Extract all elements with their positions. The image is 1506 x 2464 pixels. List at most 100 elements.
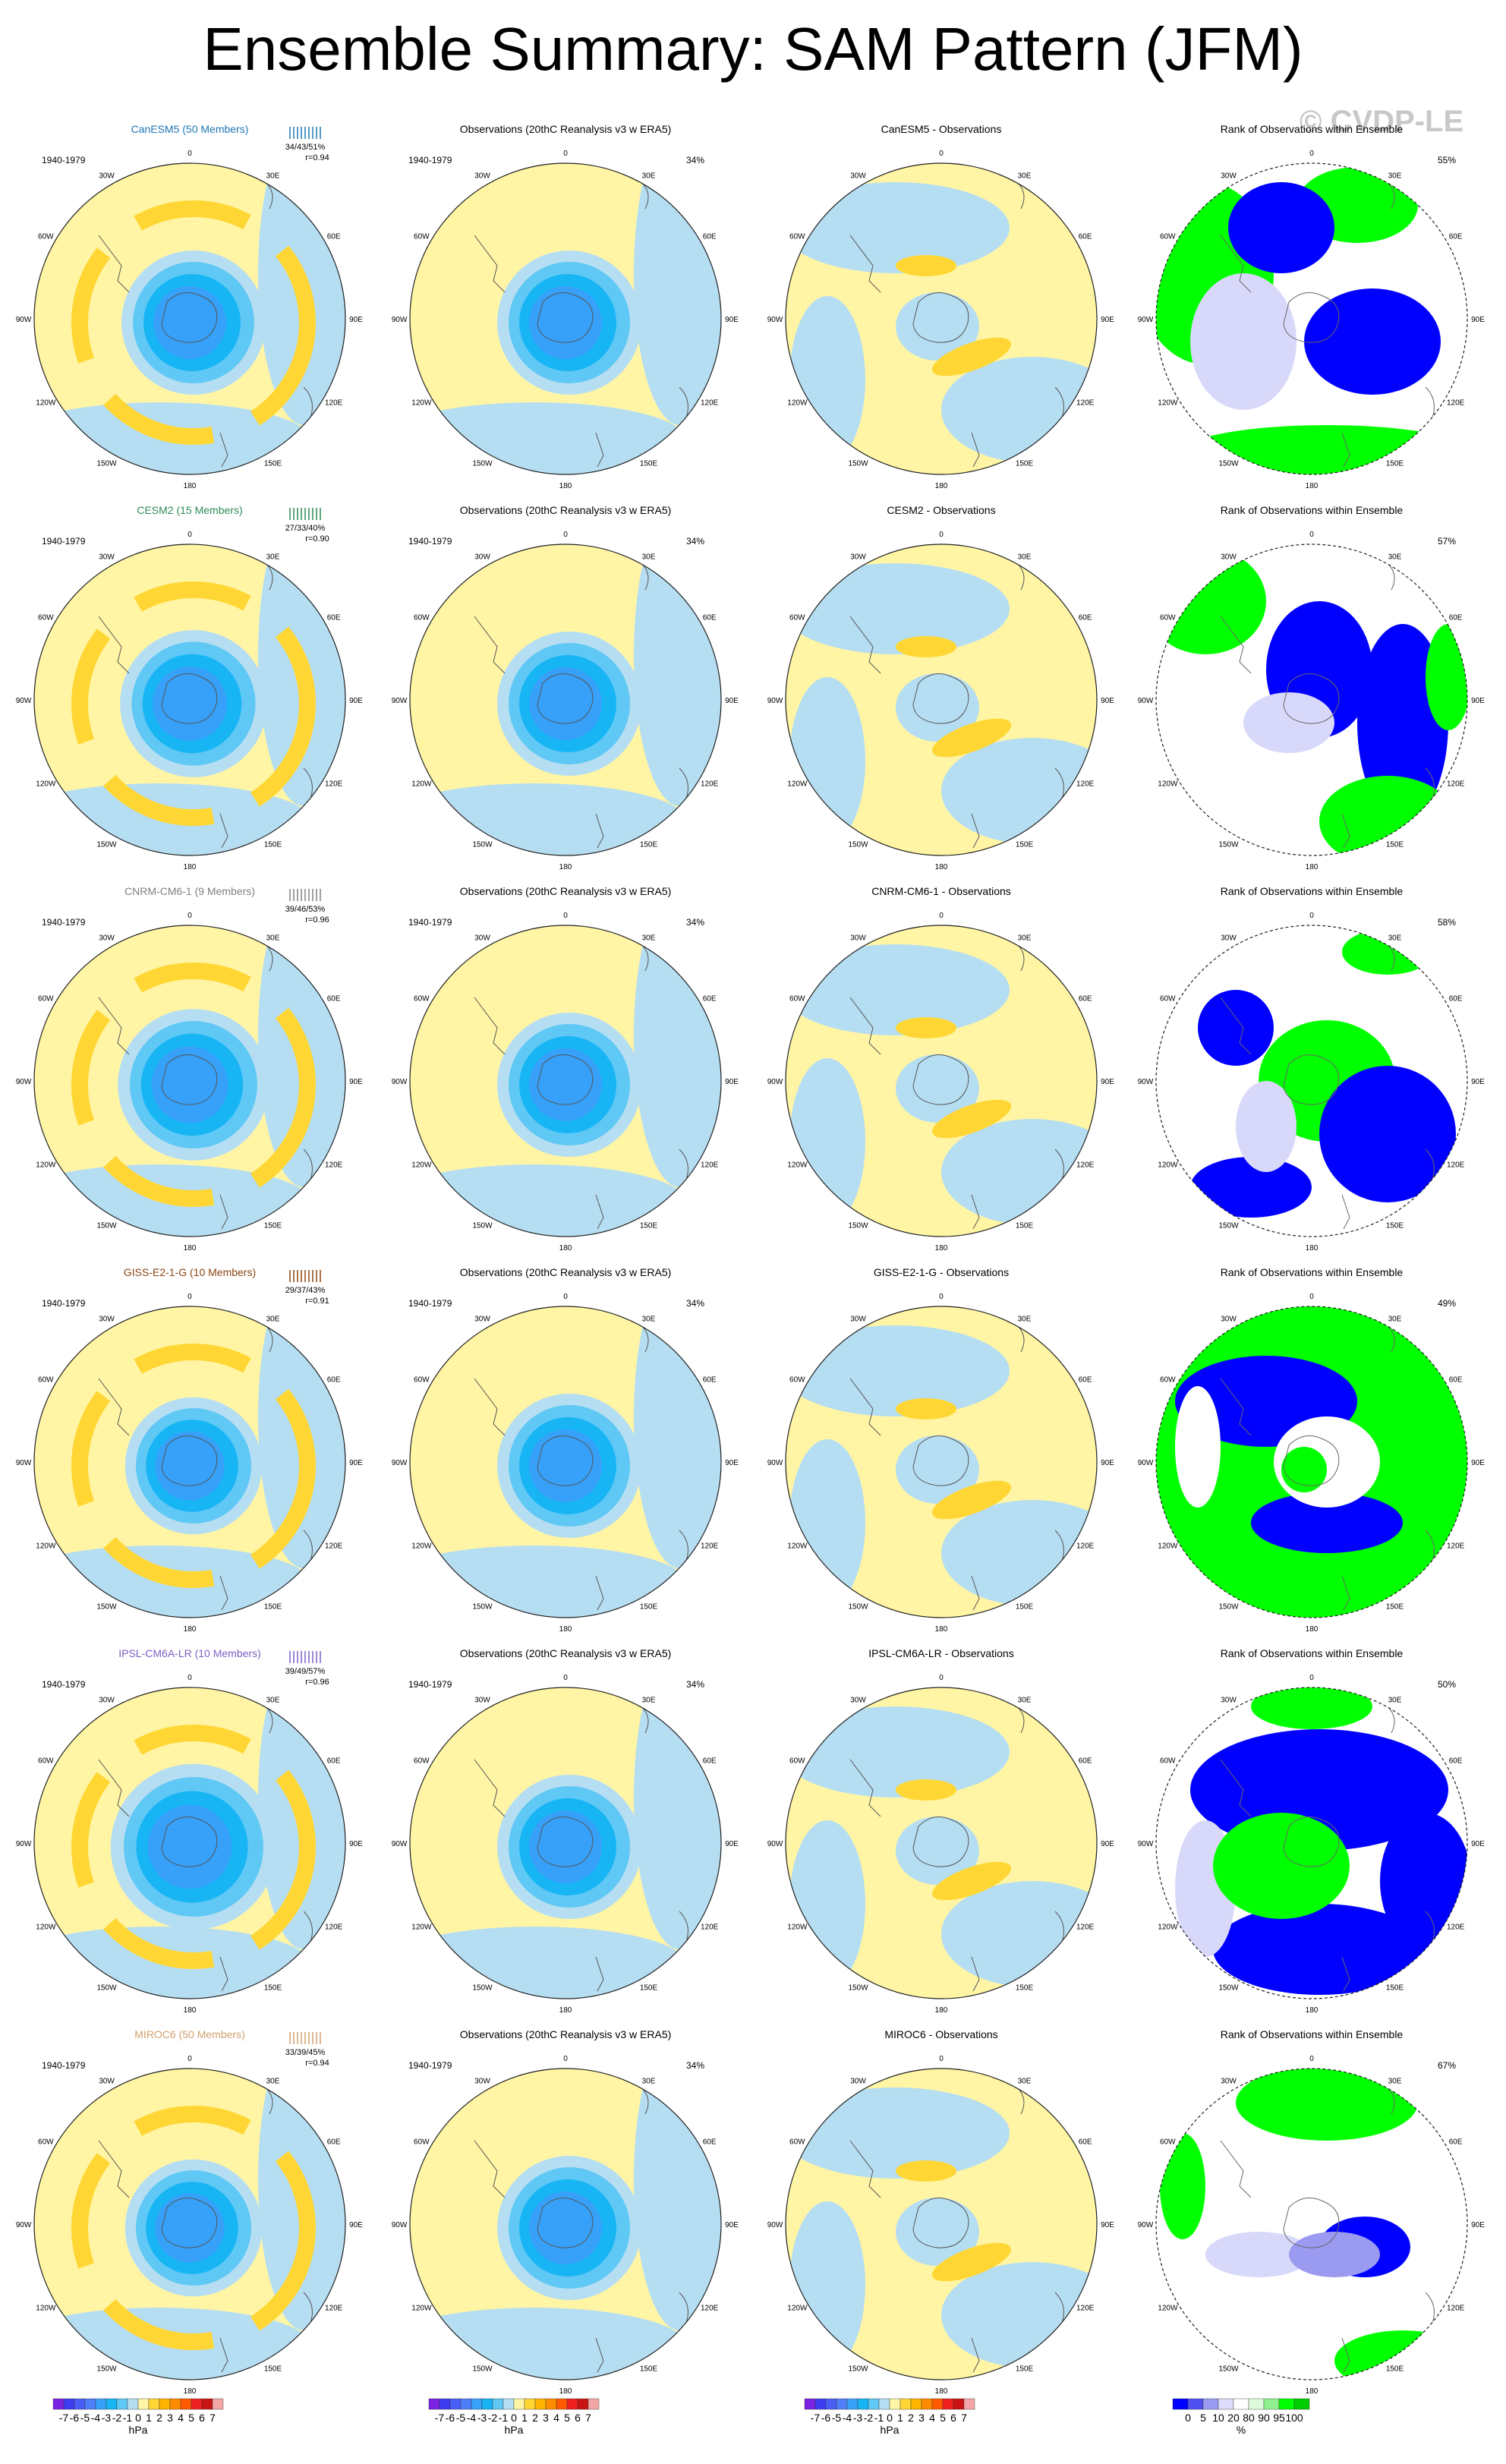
pattern-correlation: r=0.91 bbox=[305, 1297, 329, 1306]
map-panel: 0 30E 60E 90E 120E 150E 180 150W 120W 90W 60W 30W bbox=[16, 912, 364, 1252]
lon-label: 30E bbox=[642, 2077, 656, 2085]
lon-label: 30E bbox=[1388, 1696, 1402, 1704]
new-zealand-outline bbox=[1341, 813, 1350, 849]
colorbar-swatch bbox=[931, 2398, 944, 2410]
lon-label: 60E bbox=[703, 995, 717, 1004]
rank-region bbox=[1213, 1813, 1350, 1919]
south-america-outline bbox=[98, 997, 130, 1055]
lon-label: 180 bbox=[184, 2006, 197, 2015]
lon-label: 90W bbox=[392, 1840, 408, 1848]
new-zealand-outline bbox=[595, 1956, 604, 1992]
lon-label: 60E bbox=[327, 995, 341, 1004]
member-spread-bar bbox=[289, 2032, 321, 2044]
rank-region bbox=[1175, 1386, 1221, 1508]
globe-border bbox=[1155, 925, 1468, 1237]
antarctica-outline bbox=[1283, 292, 1340, 343]
lon-label: 90E bbox=[725, 1078, 739, 1086]
lon-label: 30W bbox=[474, 553, 490, 561]
model-panel-title: GISS-E2-1-G (10 Members) bbox=[124, 1266, 256, 1278]
south-america-outline bbox=[474, 2140, 506, 2198]
lon-label: 150E bbox=[640, 1984, 658, 1993]
lon-label: 150W bbox=[96, 1222, 117, 1230]
globe-border bbox=[785, 925, 1098, 1237]
lon-label: 120W bbox=[787, 399, 808, 408]
colorbar-tick-label: 0 bbox=[135, 2412, 141, 2424]
lon-label: 0 bbox=[1309, 1674, 1314, 1682]
colorbar-swatch bbox=[1202, 2398, 1219, 2410]
lon-label: 30W bbox=[850, 2077, 866, 2085]
low-contour bbox=[155, 1431, 225, 1501]
colorbar-unit-label: hPa bbox=[881, 2424, 900, 2436]
lon-label: 30W bbox=[474, 2077, 490, 2085]
lon-label: 150W bbox=[848, 841, 868, 849]
rank-panel-title: Rank of Observations within Ensemble bbox=[1221, 123, 1404, 135]
diff-panel-title: MIROC6 - Observations bbox=[884, 2028, 997, 2040]
rank-panel-title: Rank of Observations within Ensemble bbox=[1221, 2028, 1404, 2040]
period-label: 1940-1979 bbox=[408, 2060, 452, 2071]
lon-label: 150E bbox=[1016, 1984, 1034, 1993]
colorbar-swatch bbox=[868, 2398, 880, 2410]
lon-label: 150W bbox=[848, 1984, 868, 1993]
lon-label: 60W bbox=[414, 2138, 430, 2147]
south-america-outline bbox=[1220, 616, 1252, 674]
low-contour bbox=[529, 667, 602, 740]
period-label: 1940-1979 bbox=[408, 917, 452, 928]
lon-label: 120E bbox=[701, 2305, 719, 2313]
lon-label: 60E bbox=[1449, 1757, 1463, 1766]
lon-label: 180 bbox=[935, 1244, 948, 1252]
globe-border bbox=[1155, 162, 1468, 475]
south-america-outline bbox=[474, 997, 506, 1055]
colorbar-swatch bbox=[212, 2398, 224, 2410]
colorbar-tick-label: -7 bbox=[811, 2412, 821, 2424]
map-panel: 0 30E 60E 90E 120E 150E 180 150W 120W 90W 60W 30W bbox=[767, 2055, 1115, 2396]
period-label: 1940-1979 bbox=[408, 155, 452, 165]
colorbar-tick-label: -7 bbox=[59, 2412, 69, 2424]
lon-label: 150E bbox=[1016, 841, 1034, 849]
rank-region bbox=[1190, 1157, 1312, 1218]
lon-label: 150W bbox=[848, 2365, 868, 2374]
colorbar-swatch bbox=[566, 2398, 578, 2410]
globe-border bbox=[785, 544, 1098, 856]
map-panel: 0 30E 60E 90E 120E 150E 180 150W 120W 90W 60W 30W bbox=[392, 1674, 739, 2015]
colorbar-tick-label: -6 bbox=[821, 2412, 831, 2424]
globe-border bbox=[33, 1687, 346, 1999]
lon-label: 120W bbox=[411, 780, 432, 789]
period-label: 1940-1979 bbox=[42, 1679, 86, 1690]
rank-region bbox=[1175, 425, 1467, 474]
rank-region bbox=[1426, 624, 1467, 730]
map-panel: 0 30E 60E 90E 120E 150E 180 150W 120W 90W 60W 30W bbox=[392, 150, 739, 490]
lon-label: 150E bbox=[640, 841, 658, 849]
lon-label: 120E bbox=[1447, 1924, 1465, 1932]
lon-label: 90E bbox=[1101, 1078, 1114, 1086]
lon-label: 120E bbox=[325, 780, 343, 789]
colorbar-swatch bbox=[942, 2398, 954, 2410]
antarctica-outline bbox=[1283, 1816, 1340, 1867]
colorbar-tick-label: 7 bbox=[585, 2412, 591, 2424]
colorbar-tick-label: -3 bbox=[853, 2412, 863, 2424]
lon-label: 180 bbox=[559, 1625, 572, 1634]
low-contour bbox=[529, 286, 602, 359]
rank-region bbox=[1304, 288, 1441, 395]
lon-label: 90E bbox=[1101, 1459, 1114, 1467]
lon-label: 30W bbox=[850, 1696, 866, 1704]
rank-region bbox=[1251, 1687, 1372, 1729]
lon-label: 180 bbox=[184, 2387, 197, 2396]
lon-label: 120E bbox=[1447, 2305, 1465, 2313]
lon-label: 60W bbox=[789, 2138, 805, 2147]
lon-label: 150W bbox=[96, 1603, 117, 1612]
lon-label: 150E bbox=[264, 1222, 282, 1230]
lon-label: 60W bbox=[414, 614, 430, 622]
pattern-correlation: r=0.96 bbox=[305, 1678, 329, 1687]
map-panel: 0 30E 60E 90E 120E 150E 180 150W 120W 90W 60W 30W bbox=[392, 1293, 739, 1634]
lon-label: 90E bbox=[1471, 316, 1485, 324]
lon-label: 60W bbox=[789, 1757, 805, 1766]
lon-label: 60E bbox=[1449, 1376, 1463, 1385]
lon-label: 90E bbox=[1471, 1840, 1485, 1848]
rank-region bbox=[1334, 2330, 1467, 2380]
lon-label: 90W bbox=[1138, 1840, 1154, 1848]
lon-label: 30W bbox=[474, 172, 490, 180]
blue-band bbox=[789, 296, 865, 463]
lon-label: 30W bbox=[850, 172, 866, 180]
lon-label: 150W bbox=[1218, 1984, 1239, 1993]
lon-label: 90W bbox=[16, 697, 32, 705]
